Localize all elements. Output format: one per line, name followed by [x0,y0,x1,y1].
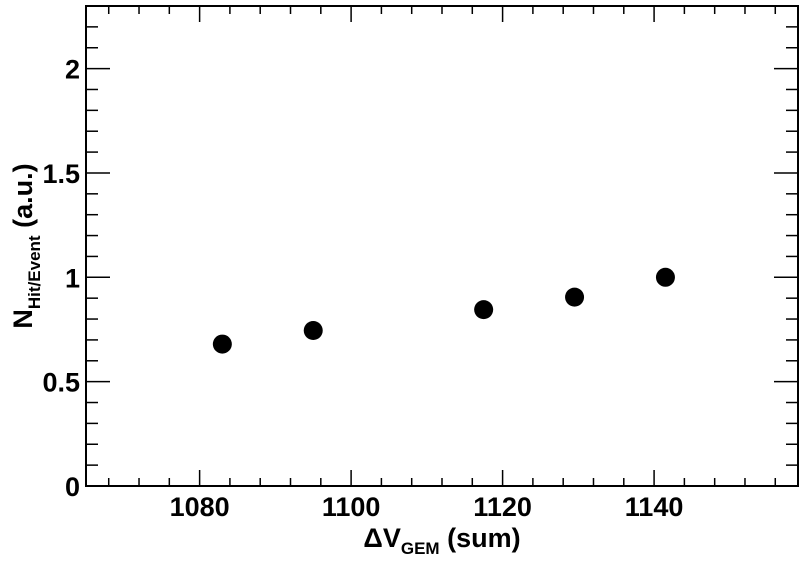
x-tick-label: 1080 [170,492,230,522]
x-tick-label: 1120 [473,492,532,522]
y-tick-label: 0.5 [42,368,80,398]
y-tick-label: 2 [65,55,80,85]
y-axis-title: NHit/Event (a.u.) [8,163,44,328]
axis-ticks [86,5,798,487]
y-axis-title-sub: Hit/Event [25,235,44,309]
x-axis-title-sub: GEM [401,539,440,558]
x-tick-label: 1100 [322,492,381,522]
data-point [474,300,494,320]
x-axis-title: ΔVGEM (sum) [363,523,520,558]
x-tick-labels: 1080 1100 1120 1140 [170,492,684,522]
x-axis-title-main: ΔV [363,523,400,553]
plot-frame [85,5,799,487]
y-tick-label: 1.5 [42,159,80,189]
y-axis-title-main: N [8,309,38,329]
y-tick-label: 0 [65,472,80,502]
x-tick-label: 1140 [625,492,684,522]
data-point [655,267,675,287]
y-axis-title-suffix: (a.u.) [8,163,38,235]
x-axis-title-suffix: (sum) [440,523,521,553]
data-points [212,267,675,354]
data-point [212,334,232,354]
data-point [565,287,585,307]
y-tick-labels: 0 0.5 1 1.5 2 [42,55,80,502]
data-point [303,321,323,341]
y-tick-label: 1 [65,263,80,293]
